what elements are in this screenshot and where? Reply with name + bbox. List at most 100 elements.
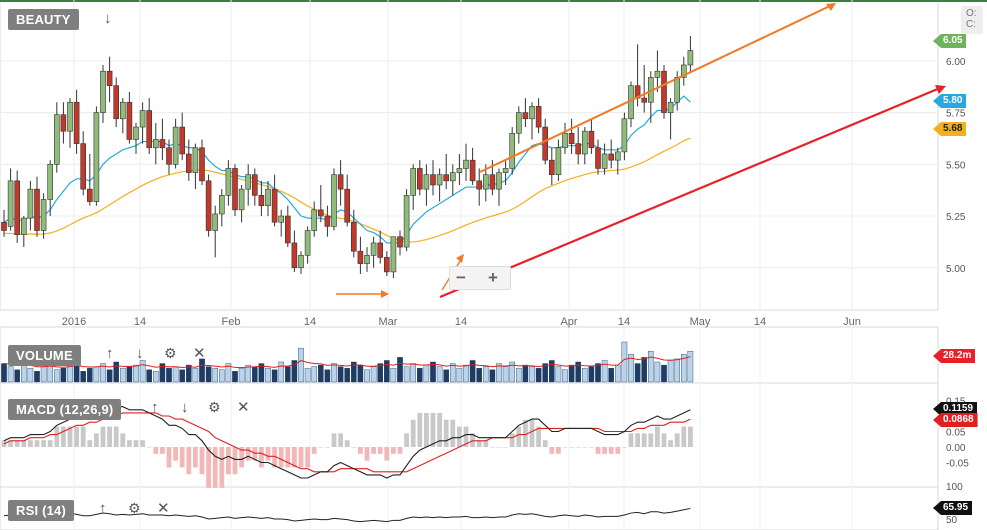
symbol-label[interactable]: BEAUTY	[8, 9, 79, 30]
candle-body	[53, 114, 60, 165]
candle-body	[87, 188, 93, 202]
macd-histogram-bar	[278, 447, 284, 468]
volume-bar	[265, 367, 271, 383]
candle-body	[284, 215, 291, 244]
move-up-icon[interactable]: ↑	[151, 399, 159, 416]
candle-body	[364, 255, 370, 264]
candle-body	[476, 180, 483, 190]
candle-body	[522, 112, 529, 120]
volume-bar	[324, 369, 331, 383]
candle-body	[496, 172, 502, 190]
close-icon[interactable]: ✕	[157, 500, 170, 517]
move-down-icon[interactable]: ↓	[136, 345, 144, 362]
volume-bar	[654, 361, 661, 383]
gear-icon[interactable]: ⚙	[128, 500, 141, 516]
macd-histogram-bar	[377, 447, 383, 454]
macd-histogram-bar	[556, 447, 561, 454]
volume-bar	[397, 357, 403, 383]
macd-histogram-bar	[655, 426, 660, 447]
macd-histogram-bar	[450, 419, 456, 447]
macd-histogram-bar	[179, 447, 185, 468]
candle-body	[529, 106, 535, 120]
move-up-icon[interactable]: ↑	[106, 345, 114, 362]
macd-value-tag: 0.1159	[933, 402, 978, 416]
candle-body	[337, 174, 344, 190]
volume-bar	[337, 366, 344, 383]
volume-bar	[687, 351, 694, 383]
volume-bar	[185, 364, 192, 383]
volume-bar	[443, 369, 450, 383]
candle-body	[641, 97, 648, 103]
volume-bar	[364, 369, 370, 383]
candle-body	[199, 147, 205, 182]
volume-bar	[621, 341, 628, 383]
volume-bar	[126, 366, 133, 383]
macd-histogram-bar	[41, 440, 46, 447]
macd-histogram-bar	[87, 440, 93, 447]
candle-body	[548, 159, 555, 175]
macd-panel-label[interactable]: MACD (12,26,9)	[8, 399, 122, 420]
zoom-out-icon[interactable]: −	[456, 268, 466, 287]
volume-bar	[496, 363, 502, 383]
gear-icon[interactable]: ⚙	[208, 399, 221, 415]
x-tick-label: May	[690, 316, 711, 328]
macd-histogram-bar	[641, 433, 647, 447]
macd-histogram-bar	[608, 447, 614, 454]
volume-bar	[245, 364, 252, 383]
candle-body	[509, 132, 516, 169]
candle-body	[153, 139, 159, 149]
signal-value-tag: 0.0868	[933, 413, 978, 427]
volume-bar	[113, 361, 119, 383]
volume-bar	[456, 367, 463, 383]
candle-body	[1, 221, 7, 231]
zoom-in-icon[interactable]: +	[488, 268, 498, 287]
macd-histogram-bar	[589, 447, 594, 448]
macd-histogram-bar	[305, 447, 310, 468]
volume-bar	[542, 363, 548, 383]
rsi-panel-label[interactable]: RSI (14)	[8, 500, 75, 521]
volume-bar	[549, 360, 555, 383]
volume-bar	[410, 363, 417, 383]
macd-histogram-bar	[371, 447, 376, 454]
volume-bar	[423, 364, 430, 383]
macd-histogram-bar	[496, 447, 502, 448]
volume-panel-label[interactable]: VOLUME	[8, 345, 81, 366]
macd-histogram-bar	[615, 447, 621, 454]
volume-bar	[304, 367, 311, 383]
macd-histogram-bar	[437, 412, 442, 447]
close-icon[interactable]: ✕	[193, 345, 206, 362]
macd-histogram-bar	[245, 447, 251, 461]
volume-value-tag: 28.2m	[933, 349, 976, 363]
macd-histogram-bar	[61, 426, 66, 447]
close-icon[interactable]: ✕	[237, 399, 250, 416]
volume-bar	[225, 363, 232, 383]
macd-histogram-bar	[21, 440, 27, 447]
move-down-icon[interactable]: ↓	[181, 399, 189, 416]
macd-histogram-bar	[410, 419, 416, 447]
volume-bar	[634, 363, 641, 383]
macd-histogram-bar	[14, 440, 20, 447]
macd-histogram-bar	[199, 447, 205, 475]
volume-bar	[502, 366, 509, 383]
candle-body	[443, 174, 450, 182]
macd-histogram-bar	[344, 440, 350, 447]
volume-bar	[271, 369, 278, 383]
macd-histogram-bar	[648, 433, 654, 447]
volume-bar	[93, 366, 100, 383]
candle-body	[166, 147, 172, 165]
gear-icon[interactable]: ⚙	[164, 345, 177, 361]
macd-tick-label: 0.00	[946, 443, 966, 454]
candle-body	[489, 174, 496, 190]
candle-body	[463, 159, 469, 169]
macd-histogram-bar	[404, 433, 409, 447]
candle-body	[410, 168, 417, 196]
move-up-icon[interactable]: ↑	[99, 500, 107, 517]
volume-bar	[509, 361, 516, 383]
macd-tick-label: -0.05	[946, 459, 969, 470]
candle-body	[291, 242, 298, 269]
lower-trend-line	[439, 86, 941, 299]
move-down-icon[interactable]: ↓	[104, 10, 112, 27]
candle-body	[608, 153, 615, 161]
macd-histogram-bar	[358, 447, 363, 454]
